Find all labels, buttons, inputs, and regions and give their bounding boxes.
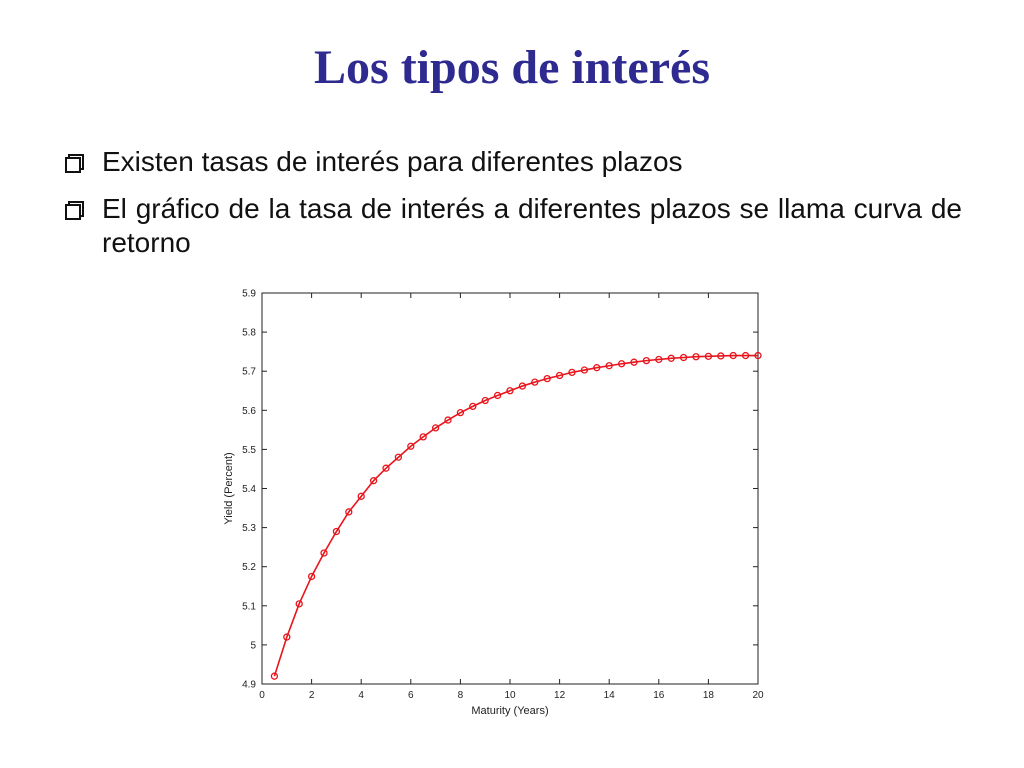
slide-title: Los tipos de interés	[314, 41, 710, 94]
data-point	[630, 358, 638, 366]
x-tick-label: 10	[504, 690, 516, 701]
data-point	[469, 402, 477, 411]
checkbox-bullet-icon	[62, 192, 90, 226]
data-point	[444, 416, 452, 424]
plot-frame	[261, 292, 759, 685]
data-point	[667, 354, 675, 362]
data-point	[320, 549, 328, 557]
data-point	[481, 396, 489, 405]
data-point	[493, 391, 502, 400]
y-tick-label: 5.4	[242, 484, 256, 495]
series-line	[273, 354, 758, 677]
data-point	[369, 477, 378, 485]
chart-svg: 0 2 4 6 8 10 12 14 16 18 20 4.9 5 5.1 5.2 5.3 5.4 5.5 5.6 5…	[223, 289, 764, 718]
data-point	[568, 368, 576, 377]
x-tick-label: 16	[653, 690, 665, 701]
y-tick-label: 5.5	[242, 445, 256, 456]
data-point	[655, 355, 663, 364]
data-point	[642, 356, 651, 365]
data-point	[531, 378, 539, 386]
data-point	[605, 362, 613, 370]
data-point	[307, 572, 316, 581]
x-tick-label: 4	[358, 690, 364, 701]
x-tick-label: 8	[458, 690, 464, 701]
data-point	[692, 353, 700, 361]
data-point	[506, 387, 514, 395]
data-point	[717, 352, 725, 360]
data-point	[295, 600, 303, 608]
x-tick-label: 12	[554, 690, 566, 701]
y-tick-label: 5.2	[242, 562, 256, 573]
bullet-item: Existen tasas de interés para diferentes…	[62, 145, 962, 179]
data-point	[394, 453, 403, 461]
x-axis-label: Maturity (Years)	[471, 705, 548, 717]
y-tick-label: 5.9	[242, 289, 256, 300]
x-tick-label: 2	[309, 690, 315, 701]
y-tick-label: 5.1	[242, 601, 256, 612]
yield-curve-chart: 0 2 4 6 8 10 12 14 16 18 20 4.9 5 5.1 5.2 5.3 5.4 5.5 5.6 5…	[218, 282, 778, 722]
x-tick-label: 0	[259, 690, 265, 701]
data-point	[382, 464, 390, 472]
data-point	[332, 527, 341, 536]
y-tick-label: 5.6	[242, 406, 256, 417]
y-tick-label: 4.9	[242, 680, 256, 691]
data-point	[518, 382, 527, 390]
data-point	[283, 633, 291, 641]
data-point	[357, 492, 365, 500]
data-point	[729, 351, 737, 360]
data-point	[754, 351, 762, 360]
data-point	[407, 442, 415, 450]
data-point	[679, 353, 688, 362]
y-tick-label: 5.7	[242, 367, 256, 378]
x-tick-label: 14	[604, 690, 616, 701]
y-tick-label: 5.8	[242, 328, 256, 339]
checkbox-bullet-icon	[62, 145, 90, 179]
x-tick-label: 6	[408, 690, 414, 701]
bullet-item: El gráfico de la tasa de interés a difer…	[62, 192, 962, 260]
data-point	[456, 408, 465, 417]
data-point	[543, 374, 551, 383]
data-point	[617, 360, 626, 368]
data-point	[704, 352, 713, 360]
data-point	[555, 371, 564, 380]
bullet-text: Existen tasas de interés para diferentes…	[102, 146, 683, 177]
x-tick-label: 20	[752, 690, 764, 701]
data-point	[419, 433, 427, 441]
data-point	[741, 351, 750, 360]
data-point	[431, 424, 440, 432]
y-tick-label: 5.3	[242, 523, 256, 534]
y-tick-label: 5	[250, 640, 256, 651]
bullet-list: Existen tasas de interés para diferentes…	[62, 145, 962, 273]
data-point	[345, 508, 353, 516]
y-axis-label: Yield (Percent)	[223, 452, 235, 524]
bullet-text: El gráfico de la tasa de interés a difer…	[102, 193, 962, 258]
x-tick-label: 18	[703, 690, 715, 701]
data-point	[593, 364, 601, 372]
data-point	[270, 672, 279, 680]
data-point	[580, 366, 589, 374]
